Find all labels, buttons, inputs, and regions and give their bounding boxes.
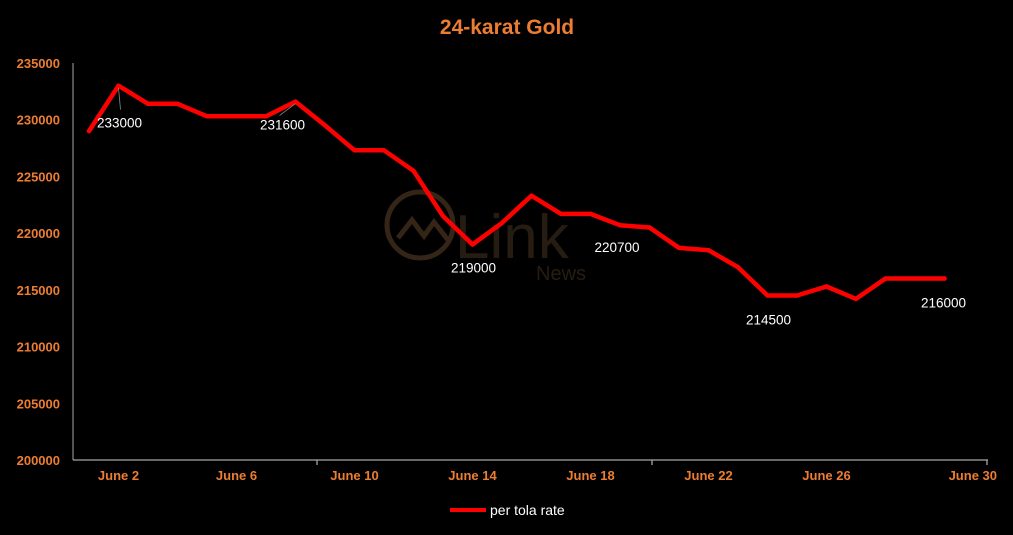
data-point [735, 264, 741, 270]
x-tick-label: June 2 [98, 468, 139, 483]
data-label: 216000 [921, 296, 966, 311]
data-label: 214500 [746, 313, 791, 328]
data-point [706, 247, 711, 253]
data-label-leader [118, 87, 121, 110]
series-group [86, 83, 947, 302]
data-point [293, 99, 298, 104]
y-tick-label: 225000 [17, 169, 60, 184]
data-point [322, 123, 328, 128]
data-point [883, 276, 888, 281]
data-point [411, 168, 416, 173]
watermark-mountain-icon [396, 215, 450, 242]
data-point [676, 245, 682, 251]
legend-label: per tola rate [490, 502, 565, 518]
data-point [824, 284, 829, 289]
series-line [86, 83, 947, 302]
x-tick-label: June 30 [949, 468, 997, 483]
x-tick-label: June 14 [448, 468, 497, 483]
data-point [440, 213, 446, 219]
data-point [765, 293, 770, 298]
data-point [86, 128, 92, 134]
data-point [617, 223, 623, 228]
data-label: 231600 [260, 118, 305, 133]
axes [72, 63, 988, 465]
data-point [204, 114, 210, 119]
data-label: 233000 [97, 116, 142, 131]
y-tick-label: 200000 [17, 453, 60, 468]
data-point [116, 83, 121, 88]
y-tick-label: 215000 [17, 283, 60, 298]
x-tick-label: June 10 [330, 468, 378, 483]
x-tick-label: June 22 [684, 468, 732, 483]
y-axis-ticks: 235000 230000 225000 220000 215000 210000 2050… [17, 56, 60, 468]
legend[interactable]: per tola rate [450, 502, 565, 518]
data-point [175, 101, 180, 107]
data-label-leader [279, 103, 296, 116]
watermark-sub: News [536, 263, 586, 285]
chart-title: 24-karat Gold [440, 16, 574, 39]
data-point [588, 211, 593, 217]
y-tick-label: 230000 [17, 113, 60, 128]
watermark-circle [384, 189, 456, 261]
data-label: 220700 [594, 240, 639, 255]
data-point [853, 296, 859, 302]
data-point [499, 220, 505, 226]
x-tick-label: June 6 [216, 468, 257, 483]
x-tick-label: June 26 [802, 468, 850, 483]
data-label: 219000 [451, 260, 496, 275]
data-point [381, 148, 387, 153]
data-labels: 233000 231600 219000 220700 214500 216000 [97, 87, 966, 328]
y-tick-label: 235000 [17, 56, 60, 71]
data-point [352, 148, 357, 153]
data-point [912, 276, 918, 281]
data-point [794, 293, 800, 298]
y-tick-label: 210000 [17, 340, 60, 355]
x-axis-ticks: June 2 June 6 June 10 June 14 June 18 June 22… [98, 468, 997, 483]
data-point [145, 101, 151, 107]
x-tick-label: June 18 [566, 468, 614, 483]
data-point [234, 114, 239, 119]
y-tick-label: 220000 [17, 226, 60, 241]
data-point [942, 276, 947, 281]
y-tick-label: 205000 [17, 396, 60, 411]
data-point [558, 211, 564, 217]
data-point [647, 225, 652, 230]
data-point [529, 193, 534, 198]
data-point [470, 242, 475, 247]
data-point [263, 114, 269, 119]
